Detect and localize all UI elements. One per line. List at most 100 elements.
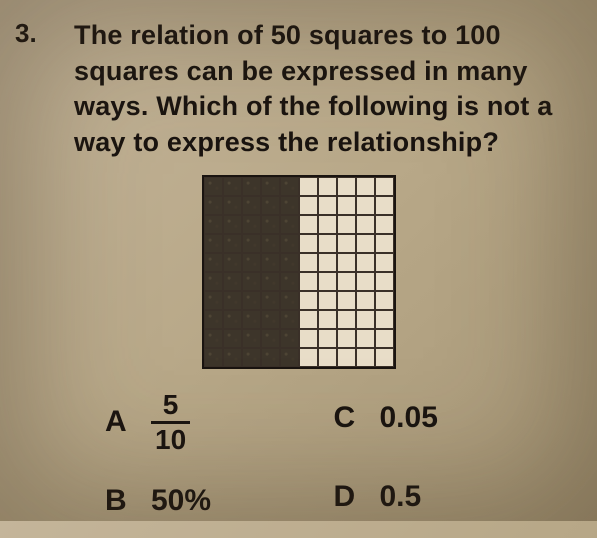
grid-cell xyxy=(318,272,337,291)
grid-cell xyxy=(223,177,242,196)
grid-cell xyxy=(204,253,223,272)
grid-cell xyxy=(261,234,280,253)
grid-cell xyxy=(280,272,299,291)
fraction-value: 5 10 xyxy=(151,391,190,454)
grid-cell xyxy=(242,234,261,253)
answer-c[interactable]: C 0.05 xyxy=(334,383,523,454)
grid-cell xyxy=(261,329,280,348)
grid-cell xyxy=(280,215,299,234)
grid-cell xyxy=(299,177,318,196)
grid-cell xyxy=(223,196,242,215)
grid-cell xyxy=(375,253,394,272)
grid-cell xyxy=(356,329,375,348)
grid-cell xyxy=(204,329,223,348)
grid-cell xyxy=(375,196,394,215)
grid-cell xyxy=(375,177,394,196)
answer-value: 50% xyxy=(151,484,211,518)
grid-cell xyxy=(242,253,261,272)
answer-value: 0.05 xyxy=(380,401,438,435)
grid-cell xyxy=(280,234,299,253)
grid-cell xyxy=(375,234,394,253)
grid-cell xyxy=(223,272,242,291)
question-page: 3. The relation of 50 squares to 100 squ… xyxy=(0,0,597,538)
answer-letter: C xyxy=(334,401,360,435)
grid-cell xyxy=(223,253,242,272)
grid-cell xyxy=(242,291,261,310)
grid-cell xyxy=(204,310,223,329)
grid-cell xyxy=(261,348,280,367)
answer-d[interactable]: D 0.5 xyxy=(334,476,523,518)
grid-cell xyxy=(375,348,394,367)
grid-cell xyxy=(242,177,261,196)
grid-cell xyxy=(318,253,337,272)
grid-cell xyxy=(356,310,375,329)
grid-cell xyxy=(299,329,318,348)
grid-cell xyxy=(318,329,337,348)
grid-cell xyxy=(280,291,299,310)
grid-cell xyxy=(261,196,280,215)
grid-cell xyxy=(223,234,242,253)
answer-value: 0.5 xyxy=(380,480,422,514)
grid-cell xyxy=(318,196,337,215)
grid-cell xyxy=(242,329,261,348)
grid-cell xyxy=(223,348,242,367)
grid-cell xyxy=(280,196,299,215)
grid-cell xyxy=(356,253,375,272)
grid-cell xyxy=(204,234,223,253)
answer-letter: A xyxy=(105,405,131,439)
grid-cell xyxy=(375,291,394,310)
grid-cell xyxy=(356,177,375,196)
grid-cell xyxy=(337,310,356,329)
grid-cell xyxy=(242,215,261,234)
grid-cell xyxy=(299,291,318,310)
grid-cell xyxy=(356,215,375,234)
grid-cell xyxy=(261,272,280,291)
grid-cell xyxy=(299,253,318,272)
answer-letter: D xyxy=(334,480,360,514)
grid-cell xyxy=(261,177,280,196)
fraction-denominator: 10 xyxy=(151,421,190,454)
grid-cell xyxy=(204,177,223,196)
answer-choices: A 5 10 C 0.05 B 50% D 0.5 xyxy=(30,391,567,518)
grid-cell xyxy=(299,310,318,329)
grid-cell xyxy=(223,291,242,310)
grid-cell xyxy=(299,215,318,234)
grid-cell xyxy=(318,177,337,196)
hundred-grid xyxy=(202,175,396,369)
grid-cell xyxy=(318,234,337,253)
grid-cell xyxy=(280,348,299,367)
answer-b[interactable]: B 50% xyxy=(105,484,294,518)
grid-cell xyxy=(337,196,356,215)
grid-cell xyxy=(375,272,394,291)
grid-cell xyxy=(299,234,318,253)
grid-cell xyxy=(280,310,299,329)
grid-cell xyxy=(223,310,242,329)
grid-cell xyxy=(356,348,375,367)
grid-cell xyxy=(280,329,299,348)
grid-cell xyxy=(356,196,375,215)
grid-cell xyxy=(318,310,337,329)
fraction-numerator: 5 xyxy=(159,391,183,421)
grid-cell xyxy=(204,272,223,291)
grid-cell xyxy=(318,291,337,310)
grid-cell xyxy=(337,329,356,348)
grid-cell xyxy=(337,348,356,367)
grid-cell xyxy=(356,234,375,253)
grid-cell xyxy=(204,291,223,310)
grid-cell xyxy=(261,310,280,329)
answer-letter: B xyxy=(105,484,131,518)
grid-cell xyxy=(356,272,375,291)
grid-cell xyxy=(337,253,356,272)
grid-cell xyxy=(375,329,394,348)
grid-cell xyxy=(299,272,318,291)
grid-cell xyxy=(337,234,356,253)
question-text: The relation of 50 squares to 100 square… xyxy=(74,18,567,161)
answer-a[interactable]: A 5 10 xyxy=(105,391,294,454)
grid-cell xyxy=(242,196,261,215)
grid-cell xyxy=(375,215,394,234)
grid-cell xyxy=(261,253,280,272)
grid-cell xyxy=(261,291,280,310)
grid-cell xyxy=(337,177,356,196)
grid-cell xyxy=(261,215,280,234)
grid-cell xyxy=(337,215,356,234)
